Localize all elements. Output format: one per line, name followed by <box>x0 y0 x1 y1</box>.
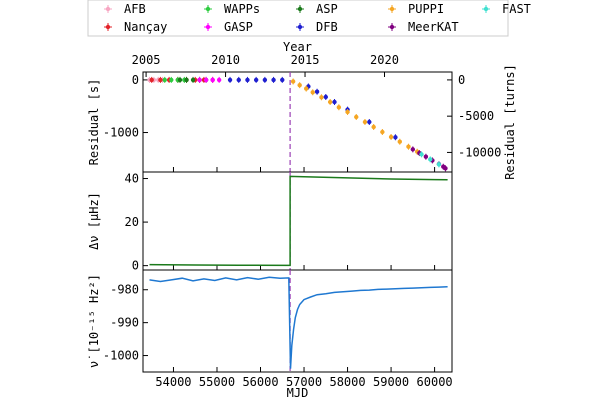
xtick-label: 57000 <box>286 375 322 389</box>
panel-1-series-dfb-point <box>236 77 241 83</box>
legend-entry-nanay-label: Nançay <box>124 20 167 34</box>
legend-entry-gasp-dot <box>205 24 211 30</box>
panel-1-series-puppi-point <box>397 139 402 144</box>
panel-1-series-puppi-point <box>310 90 315 95</box>
panel-2-frame <box>142 171 453 271</box>
xtick-label: 58000 <box>329 375 365 389</box>
panel-1-series-puppi-point <box>354 114 359 120</box>
legend-entry-nanay-dot <box>105 24 111 30</box>
legend-entry-wapps-label: WAPPs <box>224 2 260 16</box>
xtick-label: 60000 <box>417 375 453 389</box>
panel-1-right-ytick-label: -10000 <box>458 145 501 159</box>
panel-3-ytick-label: -980 <box>110 283 139 297</box>
legend-box <box>87 0 509 37</box>
panel-2-ytick-label: 40 <box>125 172 139 186</box>
panel-3-ytick-label: -990 <box>110 316 139 330</box>
legend-entry-fast-dot <box>483 6 489 12</box>
xlabel: MJD <box>287 386 309 400</box>
xtick-label: 54000 <box>155 375 191 389</box>
top-xlabel: Year <box>283 40 312 54</box>
panel-3-ylabel: ν̇ [10⁻¹⁵ Hz²] <box>87 274 101 368</box>
panel-1-series-wapps-point <box>169 77 174 83</box>
panel-1-series-dfb-point <box>227 77 233 83</box>
panel-1-series-dfb-point <box>332 99 337 105</box>
panel-2-ylabel: Δν [μHz] <box>87 192 101 250</box>
legend-entry-puppi-label: PUPPI <box>408 2 444 16</box>
panel-2-ytick-label: 0 <box>132 259 139 273</box>
panel-1-series-dfb-point <box>262 77 268 83</box>
panel-1-right-ylabel: Residual [turns] <box>503 64 517 180</box>
panel-1-series-puppi-point <box>371 124 376 130</box>
panel-1-series-meerkat-point <box>443 166 448 171</box>
panel-1-series-dfb-point <box>323 94 328 100</box>
panel-1-series-puppi-point <box>336 105 342 110</box>
legend-entry-afb-dot <box>105 6 111 12</box>
panel-1-ytick-label: 0 <box>132 73 139 87</box>
panel-1-series-puppi-point <box>345 109 350 115</box>
xtick-label: 55000 <box>199 375 235 389</box>
panel-1-series-puppi-point <box>290 79 296 84</box>
panel-1-series-meerkat-point <box>423 154 429 159</box>
legend-entry-meerkat-dot <box>389 24 395 30</box>
top-xtick-label: 2010 <box>211 53 240 67</box>
panel-3-frame <box>142 269 453 373</box>
panel-1-series-fast-point <box>428 157 433 162</box>
legend-entry-dfb-dot <box>297 24 303 30</box>
panel-1-series-wapps-point <box>162 77 167 83</box>
panel-1-series-dfb-point <box>314 89 320 94</box>
panel-1-series-puppi-point <box>406 144 411 149</box>
panel-1-series-asp-point <box>184 77 189 83</box>
panel-1-series-asp-point <box>190 77 196 83</box>
panel-1-series-dfb-point <box>367 119 372 125</box>
legend-entry-fast-label: FAST <box>502 2 531 16</box>
legend-entry-puppi-dot <box>389 6 395 12</box>
panel-1-series-dfb-point <box>393 135 398 140</box>
panel-1-series-puppi-point <box>362 119 368 125</box>
xtick-label: 56000 <box>242 375 278 389</box>
panel-1-series-puppi-point <box>297 82 302 88</box>
panel-1-series-gasp-point <box>210 77 215 83</box>
panel-1-series-puppi-point <box>304 86 309 91</box>
panel-1-series-meerkat-point <box>410 147 416 152</box>
legend-entry-meerkat-label: MeerKAT <box>408 20 459 34</box>
top-xtick-label: 2020 <box>370 53 399 67</box>
panel-1-right-ytick-label: -5000 <box>458 109 494 123</box>
panel-1-series-dfb-point <box>253 77 259 83</box>
panel-2-ytick-label: 20 <box>125 215 139 229</box>
legend-entry-wapps-dot <box>205 6 211 12</box>
legend-entry-afb-label: AFB <box>124 2 146 16</box>
panel-1-series-fast-point <box>419 152 424 157</box>
panel-1-series-nanay-point <box>149 77 154 83</box>
legend-entry-asp-label: ASP <box>316 2 338 16</box>
panel-1-ylabel: Residual [s] <box>87 79 101 166</box>
panel-1-series-gasp-point <box>203 77 209 83</box>
panel-1-series-dfb-point <box>245 77 250 83</box>
legend-entry-dfb-label: DFB <box>316 20 338 34</box>
panel-1-series-dfb-point <box>280 77 285 83</box>
panel-1-series-puppi-point <box>380 129 385 135</box>
panel-1-series-fast-point <box>436 162 442 167</box>
panel-1-series-puppi-point <box>327 99 333 105</box>
panel-1-series-dfb-point <box>271 77 276 83</box>
panel-3-ytick-label: -1000 <box>103 349 139 363</box>
top-xtick-label: 2015 <box>291 53 320 67</box>
legend-entry-gasp-label: GASP <box>224 20 253 34</box>
top-xtick-label: 2005 <box>132 53 161 67</box>
panel-3-series-0-line <box>149 276 448 369</box>
legend-entry-asp-dot <box>297 6 303 12</box>
panel-1-frame <box>142 71 453 173</box>
panel-1-series-gasp-point <box>197 77 202 83</box>
panel-2-series-0-line <box>149 175 448 267</box>
panel-1-series-gasp-point <box>216 77 222 83</box>
panel-1-series-puppi-point <box>388 134 394 140</box>
xtick-label: 59000 <box>373 375 409 389</box>
panel-1-series-nanay-point <box>158 77 163 83</box>
panel-1-ytick-label: -1000 <box>103 126 139 140</box>
panel-1-right-ytick-label: 0 <box>458 73 465 87</box>
panel-1-series-asp-point <box>177 77 183 83</box>
panel-1-series-puppi-point <box>319 95 324 100</box>
